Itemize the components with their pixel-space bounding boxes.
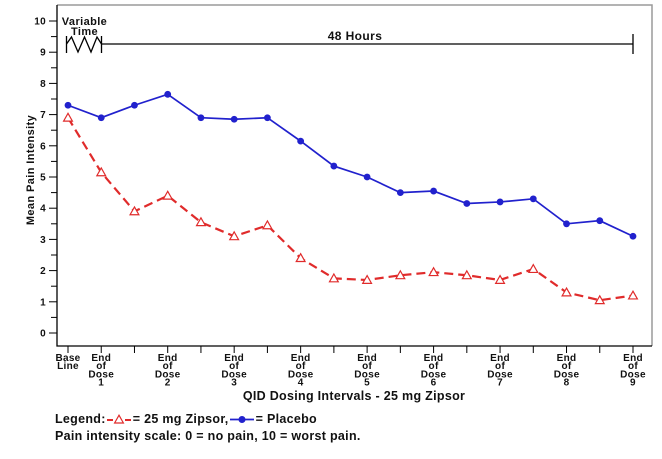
placebo-marker [97, 114, 105, 122]
25-mg-zipsor-marker [394, 269, 406, 280]
25-mg-zipsor-marker [129, 205, 140, 216]
25-mg-zipsor-marker [162, 190, 174, 200]
25-mg-zipsor-marker [361, 274, 373, 284]
y-tick-label: 10 [34, 17, 46, 28]
placebo-marker [563, 220, 570, 228]
placebo-line [67, 93, 634, 238]
25-mg-zipsor-marker [295, 252, 307, 263]
25-mg-zipsor-marker [428, 266, 440, 277]
x-tick-label: End of Dose 5 [354, 353, 380, 389]
x-tick-label: End of Dose 9 [620, 353, 646, 389]
placebo-marker [131, 101, 138, 109]
25-mg-zipsor-marker [561, 286, 572, 297]
placebo-legend-marker-icon [229, 415, 254, 423]
25-mg-zipsor-marker [62, 112, 74, 122]
y-tick-label: 9 [40, 48, 46, 59]
25-mg-zipsor-marker [195, 216, 207, 227]
zipsor-legend-marker-icon [106, 413, 131, 424]
duration-label: 48 Hours [328, 29, 383, 43]
legend-zipsor-label: = 25 mg Zipsor, [132, 412, 229, 426]
x-tick-label: End of Dose 2 [155, 353, 181, 389]
y-tick-label: 1 [40, 297, 46, 308]
x-tick-label: End of Dose 8 [554, 353, 580, 389]
placebo-marker [463, 200, 471, 207]
legend-prefix-label: Legend: [55, 412, 106, 426]
legend-placebo-label: = Placebo [255, 412, 317, 426]
y-tick-label: 0 [40, 329, 46, 340]
x-tick-label: End of Dose 1 [88, 353, 114, 389]
placebo-marker [496, 198, 504, 206]
25-mg-zipsor-marker [527, 263, 539, 274]
25-mg-zipsor-marker [461, 269, 473, 280]
25-mg-zipsor-line [67, 117, 634, 302]
placebo-marker [363, 173, 371, 181]
y-tick-label: 8 [40, 79, 46, 90]
25-mg-zipsor-marker [228, 230, 240, 241]
legend: Legend: = 25 mg Zipsor, = Placebo [55, 411, 317, 427]
placebo-marker [230, 115, 238, 123]
y-tick-label: 3 [40, 235, 46, 246]
placebo-marker [596, 217, 604, 225]
y-tick-label: 4 [40, 204, 46, 215]
x-tick-label: End of Dose 7 [487, 353, 513, 389]
25-mg-zipsor-marker [261, 219, 273, 230]
placebo-marker [164, 90, 172, 98]
x-tick-label: Base Line [55, 353, 80, 372]
placebo-marker [430, 187, 437, 195]
y-tick-label: 2 [40, 266, 46, 277]
25-mg-zipsor-marker [627, 289, 639, 300]
x-tick-label: End of Dose 4 [288, 353, 314, 389]
x-tick-label: End of Dose 6 [421, 353, 447, 389]
placebo-marker [297, 137, 305, 145]
placebo-marker [64, 101, 72, 109]
25-mg-zipsor-marker [328, 272, 340, 283]
placebo-marker [529, 195, 537, 203]
placebo-marker [396, 189, 404, 197]
y-axis-title: Mean Pain Intensity [25, 114, 37, 226]
25-mg-zipsor-marker [494, 274, 506, 284]
plot-frame-left-bottom [56, 5, 652, 347]
placebo-marker [330, 162, 338, 170]
placebo-marker [264, 114, 271, 122]
pain-scale-footnote: Pain intensity scale: 0 = no pain, 10 = … [55, 429, 361, 443]
variable-time-label: Time [71, 26, 98, 38]
placebo-marker [197, 114, 205, 122]
y-tick-label: 7 [40, 110, 46, 121]
y-tick-label: 5 [40, 173, 46, 184]
y-tick-label: 6 [40, 141, 46, 152]
variable-time-label: Variable [62, 16, 107, 28]
25-mg-zipsor-marker [594, 294, 606, 305]
placebo-marker [629, 232, 637, 240]
25-mg-zipsor-marker [95, 166, 107, 177]
x-axis-title: QID Dosing Intervals - 25 mg Zipsor [242, 389, 466, 403]
plot-frame-top-right [57, 4, 653, 346]
x-tick-label: End of Dose 3 [221, 353, 247, 389]
axis-break-zigzag [65, 35, 103, 54]
